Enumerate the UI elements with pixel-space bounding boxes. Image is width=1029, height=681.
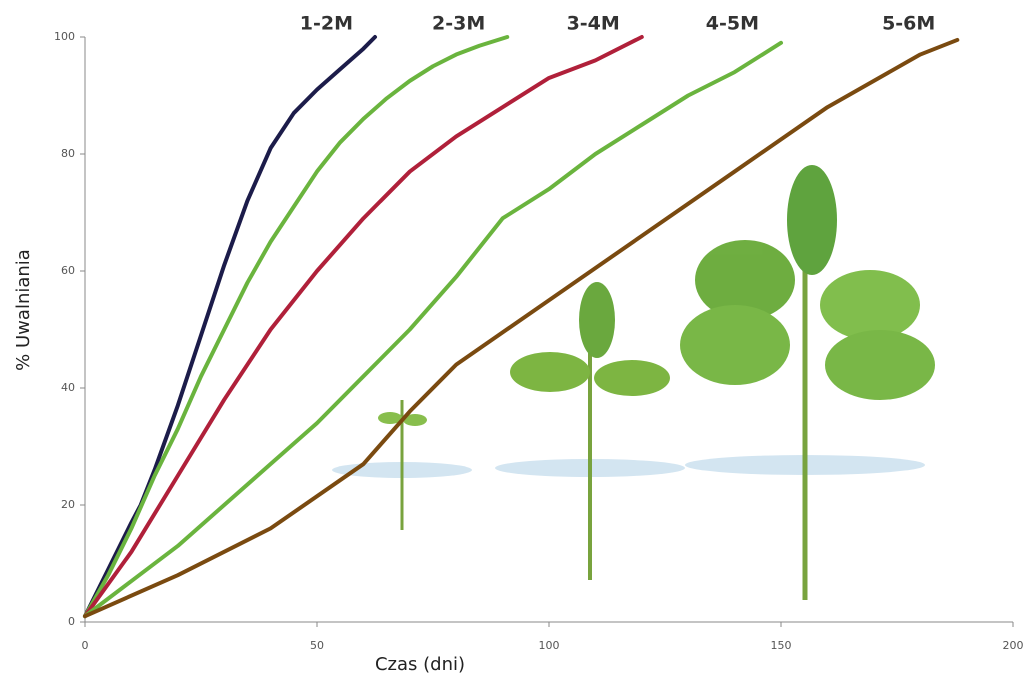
y-axis-title: % Uwalniania (13, 249, 34, 371)
plant-illustration (332, 165, 935, 600)
series-line (85, 37, 507, 616)
y-tick-label: 60 (61, 264, 75, 277)
series-line (85, 40, 957, 616)
x-tick-label: 50 (310, 639, 324, 652)
y-tick-label: 20 (61, 498, 75, 511)
x-tick-label: 100 (539, 639, 560, 652)
series-label: 5-6M (882, 13, 935, 35)
y-tick-label: 0 (68, 615, 75, 628)
x-tick-label: 200 (1003, 639, 1024, 652)
series-line (85, 37, 375, 616)
y-tick-label: 40 (61, 381, 75, 394)
chart: Czas (dni) % Uwalniania 0 20 40 60 80 100 0 50 1… (0, 0, 1029, 681)
series-label: 1-2M (300, 13, 353, 35)
y-tick-label: 80 (61, 147, 75, 160)
series-label: 3-4M (567, 13, 620, 35)
x-tick-label: 0 (82, 639, 89, 652)
x-axis-title: Czas (dni) (375, 654, 465, 675)
x-tick-label: 150 (771, 639, 792, 652)
y-tick-label: 100 (54, 30, 75, 43)
series-line (85, 43, 781, 616)
series-line (85, 37, 642, 616)
series-label: 2-3M (432, 13, 485, 35)
series-label: 4-5M (706, 13, 759, 35)
